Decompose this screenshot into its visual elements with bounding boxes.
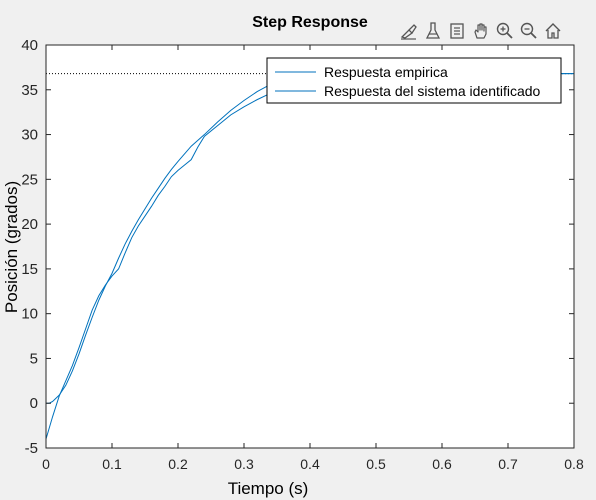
y-tick-label: 25: [21, 171, 38, 188]
y-tick-label: 35: [21, 82, 38, 99]
y-tick-label: 15: [21, 261, 38, 278]
x-tick-label: 0.1: [102, 456, 122, 472]
home-icon[interactable]: [542, 20, 564, 42]
legend-toggle-icon[interactable]: [446, 20, 468, 42]
y-tick-label: 40: [21, 37, 38, 54]
zoom-out-icon[interactable]: [518, 20, 540, 42]
data-tips-icon[interactable]: [422, 20, 444, 42]
brush-icon[interactable]: [398, 20, 420, 42]
x-tick-label: 0.8: [564, 456, 584, 472]
legend-label-empirica: Respuesta empirica: [324, 64, 448, 80]
zoom-in-icon[interactable]: [494, 20, 516, 42]
chart-title: Step Response: [252, 14, 368, 31]
y-axis-label: Posición (grados): [2, 181, 21, 313]
axes-toolbar: [398, 18, 564, 44]
x-axis-label: Tiempo (s): [228, 479, 309, 498]
ticks-layer: 0 0.1 0.2 0.3 0.4 0.5 0.6 0.7 0.8-50510152025303…: [21, 37, 584, 472]
y-tick-label: 30: [21, 127, 38, 144]
x-tick-label: 0.7: [498, 456, 518, 472]
legend[interactable]: Respuesta empirica Respuesta del sistema…: [266, 57, 562, 104]
y-tick-label: 10: [21, 306, 38, 323]
x-tick-label: 0.4: [300, 456, 320, 472]
y-tick-label: 20: [21, 216, 38, 233]
y-tick-label: 0: [30, 395, 38, 412]
y-tick-label: -5: [25, 440, 38, 457]
y-tick-label: 5: [30, 350, 38, 367]
x-tick-label: 0.2: [168, 456, 188, 472]
x-tick-label: 0.5: [366, 456, 386, 472]
legend-box: [266, 57, 562, 104]
pan-icon[interactable]: [470, 20, 492, 42]
x-tick-label: 0: [42, 456, 50, 472]
legend-label-identificado: Respuesta del sistema identificado: [324, 83, 541, 99]
x-tick-label: 0.6: [432, 456, 452, 472]
x-tick-label: 0.3: [234, 456, 254, 472]
plot-area: [46, 45, 574, 448]
